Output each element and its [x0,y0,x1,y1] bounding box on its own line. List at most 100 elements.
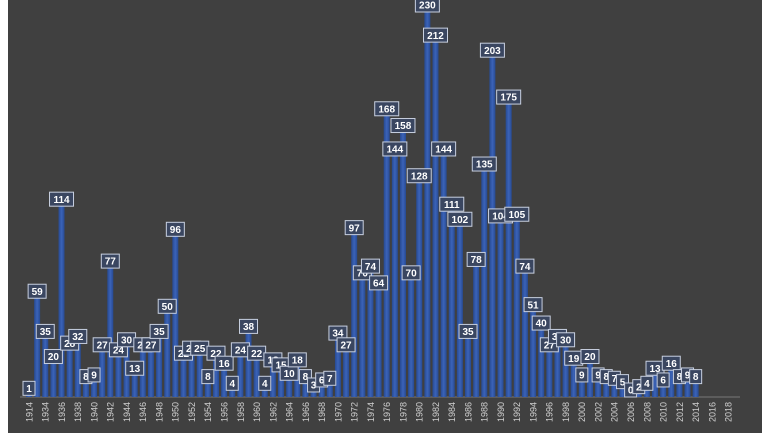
data-label-box [580,349,600,365]
data-label-box [531,315,551,331]
x-tick-label: 2018 [724,402,734,422]
bar [440,155,447,397]
data-label-box [49,191,75,207]
data-label: 96 [170,225,182,236]
x-tick-label: 2016 [707,402,717,422]
bar [196,355,203,397]
bar [334,340,341,397]
bar [424,12,431,397]
data-label: 105 [508,210,525,221]
data-label: 9 [595,371,601,382]
x-tick-label: 1994 [528,402,538,422]
data-label: 2 [636,382,642,393]
x-tick-label: 1952 [187,402,197,422]
x-tick-label: 1984 [447,402,457,422]
data-label: 8 [303,372,309,383]
x-tick-label: 1948 [154,402,164,422]
data-label-box [225,375,239,391]
bar [619,388,626,397]
bar [91,381,98,397]
bar [595,381,602,397]
bar [652,375,659,397]
data-label-box [414,0,440,13]
data-label-box [165,221,185,237]
bar [278,371,285,397]
data-label-box [43,349,63,365]
data-label-box [656,372,670,388]
data-label-box [401,265,421,281]
x-tick-label: 1986 [463,402,473,422]
data-label: 135 [476,160,493,171]
data-label: 38 [243,322,255,333]
data-label: 64 [373,279,385,290]
bar [204,383,211,397]
bar [521,273,528,397]
data-label-box [523,297,543,313]
data-label: 144 [435,145,452,156]
data-label: 6 [319,376,325,387]
bar [261,390,268,397]
bar [172,236,179,397]
data-label: 9 [91,371,97,382]
data-label: 25 [194,344,206,355]
x-tick-label: 1974 [366,402,376,422]
data-label: 27 [544,340,556,351]
x-tick-label: 1962 [268,402,278,422]
data-label: 78 [471,255,483,266]
data-label-box [35,323,55,339]
bar [229,390,236,397]
bar [586,363,593,397]
x-tick-label: 1914 [24,402,34,422]
bar [611,385,618,397]
bar [408,279,415,397]
data-label-box [640,375,654,391]
x-tick-label: 2006 [626,402,636,422]
bar [660,386,667,397]
bar [359,279,366,397]
data-label-box [423,27,448,43]
data-label-box [661,355,681,371]
bar [603,383,610,397]
data-label: 8 [677,372,683,383]
bar [578,381,585,397]
x-tick-label: 1934 [41,402,51,422]
bar [221,370,228,397]
bar [497,222,504,397]
data-label-box [360,258,380,274]
bar [635,393,642,397]
data-label: 22 [251,349,263,360]
data-label: 203 [484,46,501,57]
data-label: 104 [492,212,509,223]
data-label: 51 [527,300,539,311]
data-label: 35 [462,327,474,338]
x-tick-label: 2004 [610,402,620,422]
bar [554,343,561,397]
data-label-box [239,318,259,334]
data-label-box [689,369,703,385]
data-label: 9 [685,371,691,382]
data-label-box [125,360,145,376]
bar [676,383,683,397]
data-label: 19 [568,354,580,365]
bar [302,383,309,397]
x-tick-label: 1954 [203,402,213,422]
x-tick-label: 1950 [171,402,181,422]
bar [684,381,691,397]
x-tick-label: 1964 [285,402,295,422]
bar [383,115,390,398]
bar [42,338,49,397]
data-label-box [157,298,177,314]
bar [74,343,81,397]
bar [26,395,32,397]
bar [58,206,65,397]
data-label: 30 [560,335,572,346]
data-label: 3 [311,381,317,392]
data-label-box [201,369,215,385]
data-label-box [258,375,272,391]
data-label: 50 [162,302,174,313]
x-tick-label: 1940 [89,402,99,422]
x-tick-label: 2002 [593,402,603,422]
data-label: 175 [500,93,517,104]
